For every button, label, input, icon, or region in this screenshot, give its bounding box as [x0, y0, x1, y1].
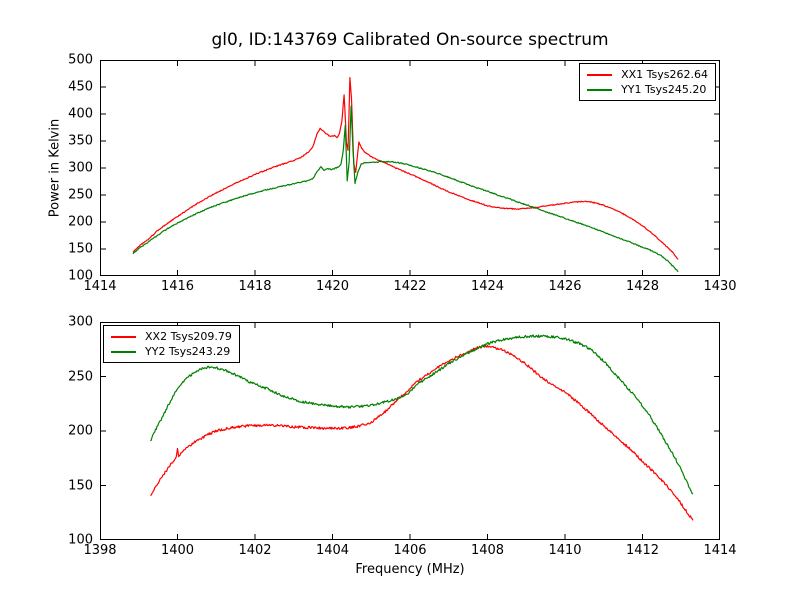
y-tick-label: 200: [68, 423, 93, 439]
x-tick-label: 1400: [160, 543, 195, 558]
y-tick-label: 450: [68, 79, 93, 95]
yy2-line-sample-icon: [111, 350, 136, 353]
x-tick-label: 1402: [238, 543, 272, 558]
x-tick-label: 1408: [470, 543, 505, 558]
yy1-line-sample-icon: [587, 88, 613, 91]
x-tick-label: 1418: [238, 279, 272, 294]
bottom-spectrum-plot: XX2 Tsys209.79 YY2 Tsys243.29: [100, 322, 721, 541]
y-tick-label: 150: [68, 478, 93, 493]
legend-entry-xx2: XX2 Tsys209.79: [111, 329, 232, 344]
bottom-legend: XX2 Tsys209.79 YY2 Tsys243.29: [103, 325, 240, 363]
legend-entry-xx1: XX1 Tsys262.64: [587, 67, 708, 82]
y-tick-label: 200: [68, 214, 93, 230]
series-trace-yy2: [150, 334, 694, 495]
x-tick-label: 1428: [625, 279, 660, 294]
x-tick-label: 1404: [315, 543, 350, 558]
x-tick-label: 1424: [470, 279, 505, 294]
y-tick-label: 400: [68, 106, 93, 122]
y-axis-label: Power in Kelvin: [47, 118, 63, 218]
x-tick-label: 1414: [703, 543, 737, 558]
series-trace-xx2: [150, 344, 694, 521]
legend-label-yy2: YY2 Tsys243.29: [145, 345, 231, 358]
x-tick-label: 1414: [83, 279, 117, 294]
axes-frame: [100, 322, 720, 540]
y-tick-label: 250: [68, 369, 93, 384]
series-trace-xx1: [132, 77, 679, 260]
legend-entry-yy2: YY2 Tsys243.29: [111, 344, 232, 359]
x-tick-label: 1412: [625, 543, 660, 558]
x-tick-label: 1406: [393, 543, 427, 558]
x-tick-label: 1422: [393, 279, 427, 294]
x-tick-label: 1430: [703, 279, 737, 294]
legend-label-xx2: XX2 Tsys209.79: [145, 330, 232, 343]
top-legend: XX1 Tsys262.64 YY1 Tsys245.20: [579, 63, 716, 101]
x-tick-label: 1420: [315, 279, 350, 294]
legend-label-yy1: YY1 Tsys245.20: [621, 83, 707, 96]
axes-frame: [100, 60, 720, 276]
legend-entry-yy1: YY1 Tsys245.20: [587, 82, 708, 97]
x-tick-label: 1398: [83, 543, 117, 558]
x-tick-label: 1416: [160, 279, 195, 294]
series-trace-yy1: [132, 105, 679, 273]
y-tick-label: 300: [68, 314, 93, 330]
x-axis-label: Frequency (MHz): [355, 562, 465, 577]
y-tick-label: 100: [68, 268, 93, 284]
legend-label-xx1: XX1 Tsys262.64: [621, 68, 708, 81]
xx1-line-sample-icon: [587, 73, 613, 76]
xx2-line-sample-icon: [111, 335, 136, 338]
y-tick-label: 500: [68, 52, 93, 68]
x-tick-label: 1426: [548, 279, 582, 294]
y-tick-label: 300: [68, 160, 93, 176]
bottom-plot-canvas: [100, 322, 720, 540]
y-tick-label: 100: [68, 532, 93, 548]
y-tick-label: 350: [68, 133, 93, 149]
y-tick-label: 250: [68, 187, 93, 203]
top-spectrum-plot: XX1 Tsys262.64 YY1 Tsys245.20: [100, 60, 721, 277]
top-plot-canvas: [100, 60, 720, 276]
x-tick-label: 1410: [548, 543, 582, 558]
y-tick-label: 150: [68, 241, 93, 257]
figure-title: gl0, ID:143769 Calibrated On-source spec…: [211, 30, 609, 50]
